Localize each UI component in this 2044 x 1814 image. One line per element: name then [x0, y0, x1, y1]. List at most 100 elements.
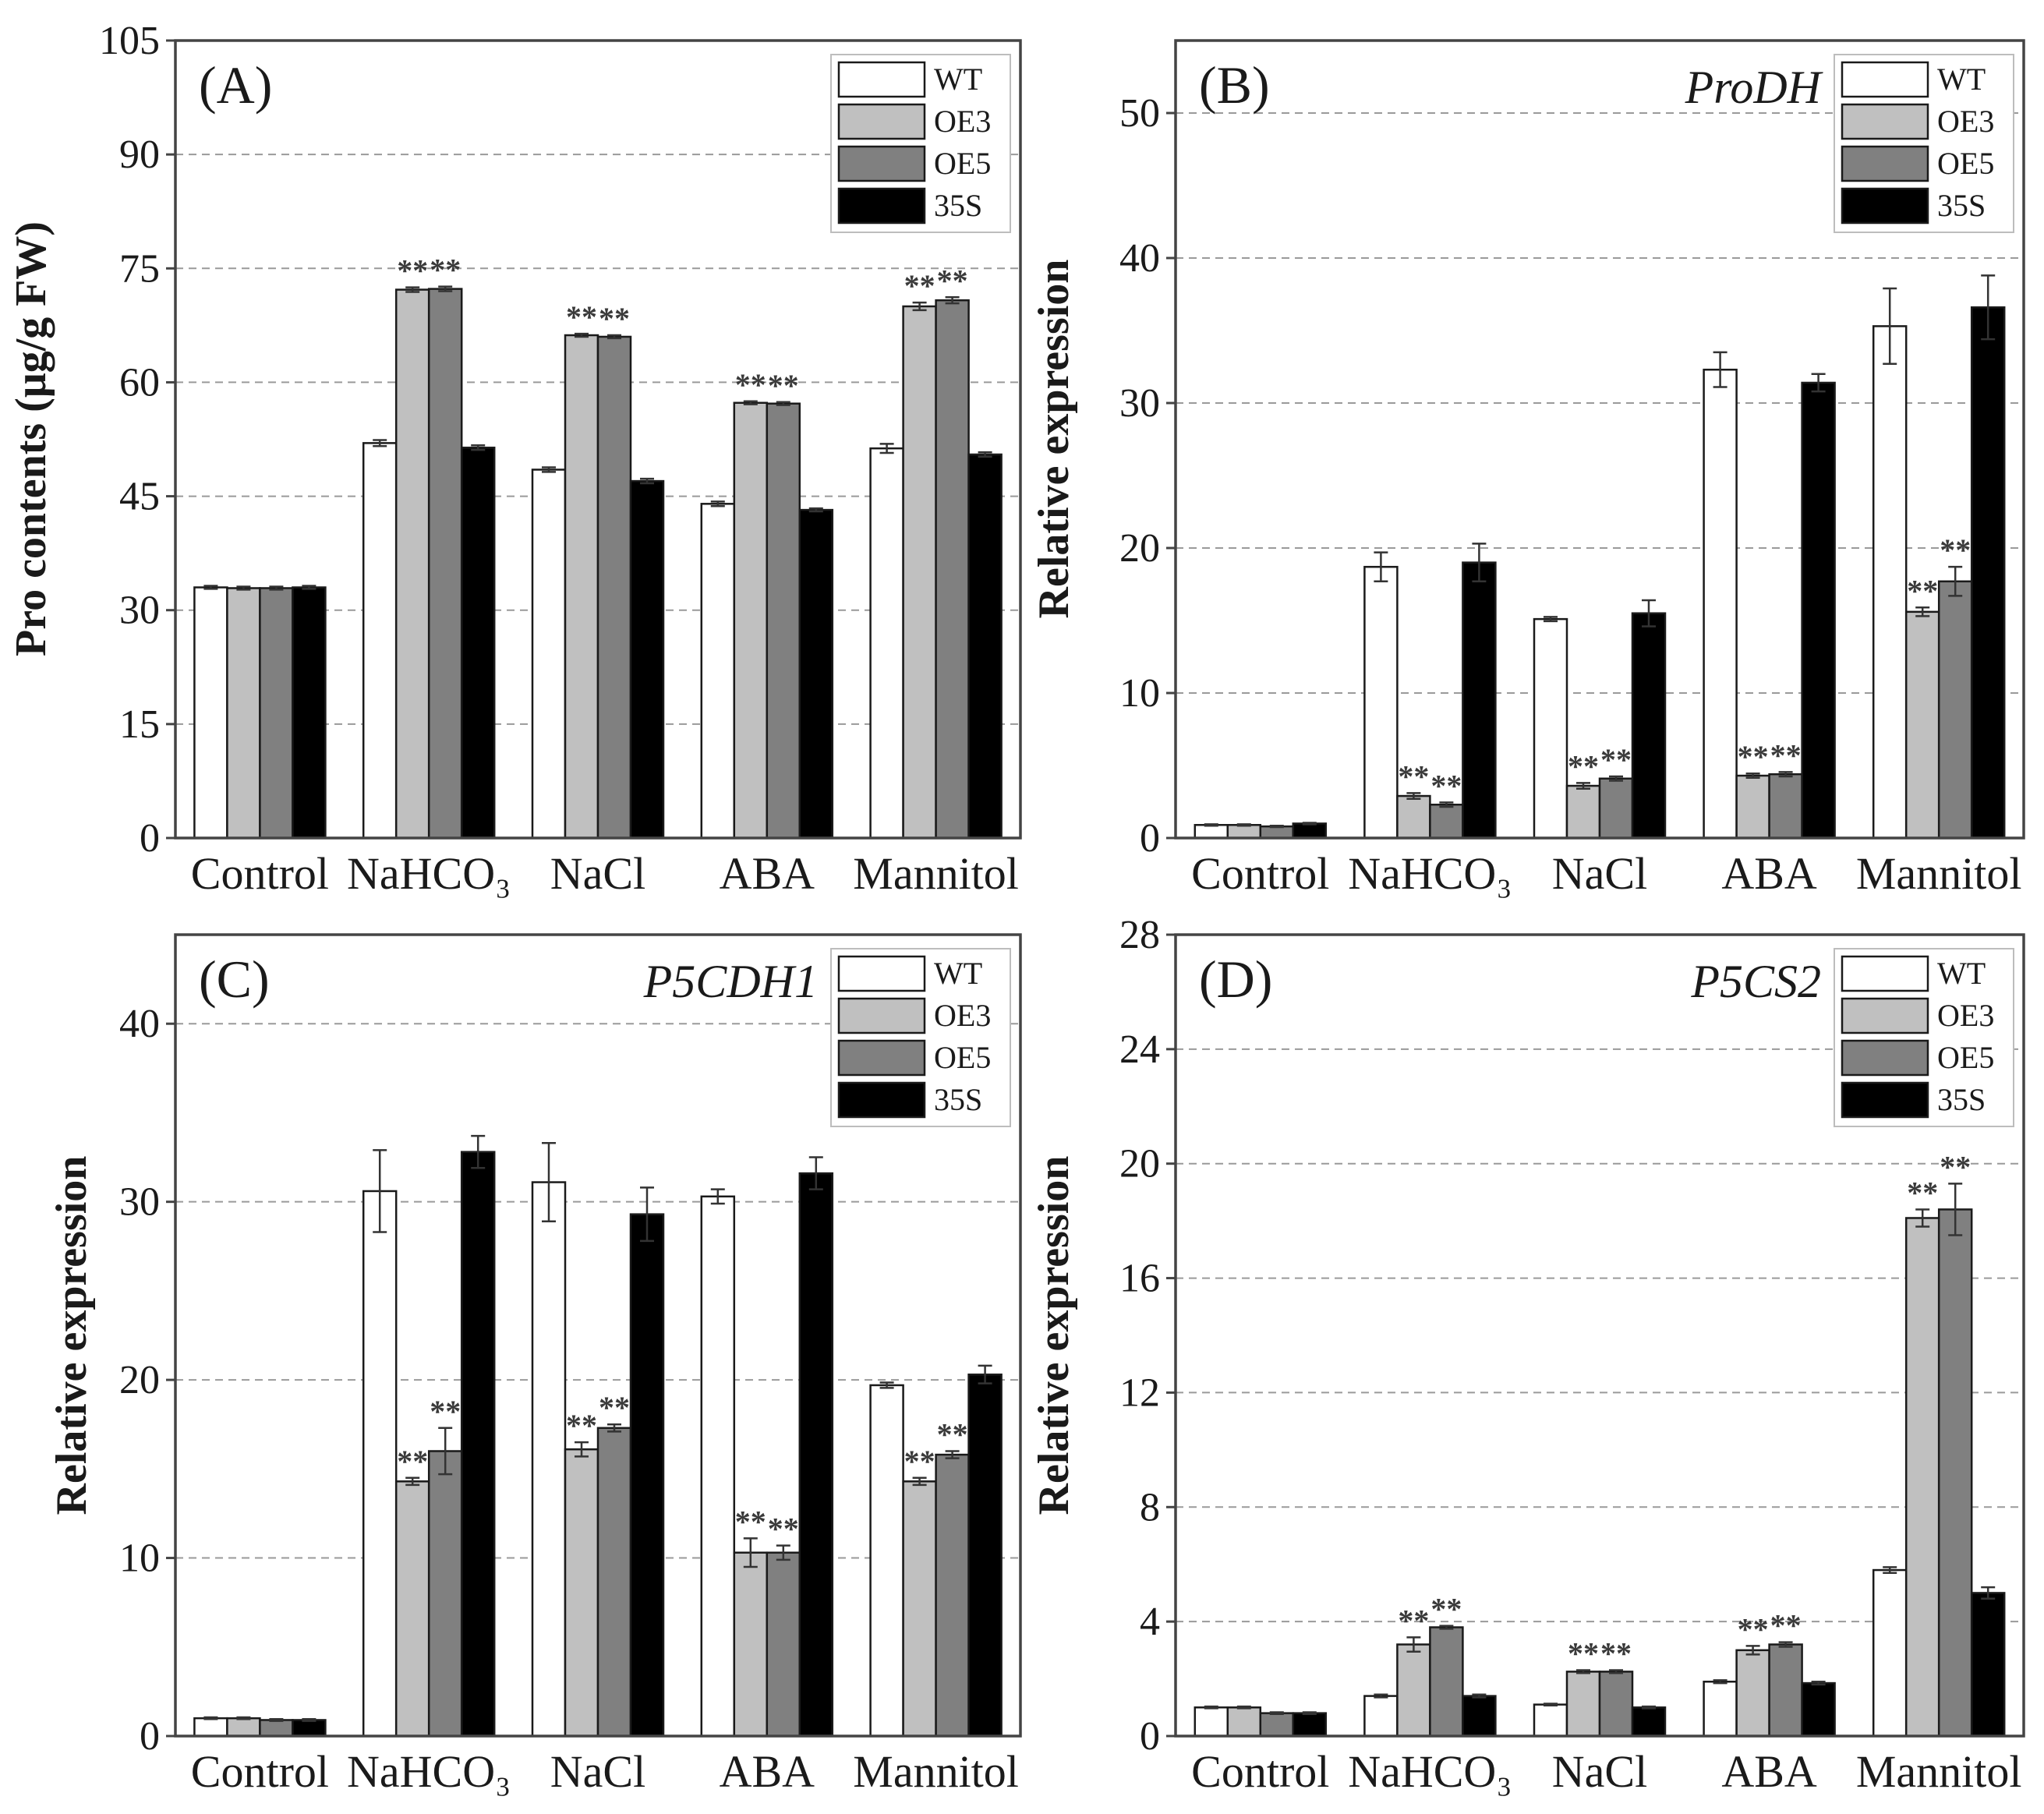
- error-bar-wt-mannitol: [1883, 1566, 1897, 1574]
- error-bar-wt-nacl: [542, 466, 556, 473]
- error-bar-oe3-control: [1236, 823, 1251, 827]
- significance-mark: **: [1738, 739, 1769, 774]
- error-bar-35s-control: [302, 1718, 317, 1722]
- bar-oe5-nahco3: [1429, 1626, 1464, 1738]
- legend-swatch-wt: [837, 61, 926, 98]
- bar-oe3-nahco3: [394, 1480, 430, 1738]
- bar-oe5-nacl: [596, 1427, 632, 1738]
- significance-mark: **: [735, 1504, 766, 1539]
- bar-group-nahco3: [362, 285, 496, 840]
- error-bar-oe5-control: [1269, 824, 1284, 829]
- error-bar-oe5-mannitol: [945, 1450, 960, 1459]
- bar-wt-mannitol: [869, 1384, 904, 1738]
- bar-oe5-mannitol: [935, 299, 970, 840]
- y-tick-label: 12: [1119, 1370, 1160, 1415]
- error-bar-oe5-nacl: [1609, 775, 1623, 782]
- error-bar-35s-control: [1302, 822, 1317, 826]
- x-category-label: NaCl: [1552, 848, 1647, 899]
- bar-wt-nacl: [531, 1181, 567, 1738]
- bar-35s-aba: [1801, 1681, 1836, 1738]
- legend-label-35s: 35S: [934, 1082, 982, 1117]
- x-category-label: NaHCO₃: [347, 1746, 511, 1797]
- error-bar-oe5-nahco3: [438, 285, 453, 292]
- error-bar-oe5-control: [269, 585, 284, 591]
- legend: WT OE3 OE5 35S: [1834, 54, 2014, 233]
- legend-label-oe3: OE3: [934, 998, 991, 1033]
- bar-group-control: [1194, 822, 1328, 840]
- bar-oe3-aba: [733, 1551, 769, 1738]
- y-tick-label: 28: [1119, 913, 1160, 957]
- y-tick-label: 40: [119, 1002, 160, 1046]
- bar-35s-aba: [1801, 381, 1836, 840]
- bar-35s-nahco3: [460, 446, 496, 840]
- bar-35s-nacl: [1631, 612, 1667, 840]
- error-bar-oe3-nacl: [575, 1441, 589, 1458]
- y-tick-label: 10: [119, 1536, 160, 1581]
- error-bar-35s-nacl: [1642, 1705, 1656, 1710]
- bar-wt-aba: [1703, 368, 1738, 840]
- legend-label-wt: WT: [1937, 62, 1986, 97]
- y-tick-label: 15: [119, 702, 160, 747]
- y-axis-label: Relative expression: [1030, 260, 1078, 619]
- legend-swatch-oe3: [837, 103, 926, 140]
- legend-swatch-wt: [1841, 955, 1929, 992]
- significance-mark: **: [1568, 1636, 1599, 1671]
- significance-mark: **: [566, 299, 597, 334]
- bar-oe3-control: [1226, 824, 1262, 840]
- legend-label-oe3: OE3: [934, 104, 991, 139]
- error-bar-oe5-nacl: [607, 1423, 621, 1433]
- significance-mark: **: [1568, 748, 1599, 783]
- bar-wt-nahco3: [362, 1190, 398, 1738]
- error-bar-wt-control: [1204, 823, 1218, 827]
- significance-mark: **: [768, 368, 799, 403]
- x-category-label: ABA: [720, 1746, 815, 1797]
- bar-oe5-aba: [1768, 773, 1803, 840]
- legend-label-wt: WT: [934, 62, 982, 97]
- significance-mark: **: [1738, 1611, 1769, 1646]
- bar-wt-nacl: [1533, 617, 1568, 840]
- bar-group-nahco3: [1363, 1625, 1497, 1738]
- x-category-label: Mannitol: [853, 848, 1019, 899]
- bar-oe3-nacl: [1565, 784, 1601, 840]
- error-bar-wt-aba: [710, 1188, 725, 1205]
- error-bar-35s-nahco3: [1472, 543, 1487, 583]
- error-bar-oe3-control: [1236, 1705, 1251, 1710]
- error-bar-oe3-nahco3: [1406, 1636, 1421, 1653]
- significance-mark: **: [1600, 742, 1632, 777]
- error-bar-35s-mannitol: [978, 1364, 992, 1384]
- bar-wt-aba: [700, 503, 736, 840]
- legend-swatch-wt: [1841, 61, 1929, 98]
- y-tick-label: 90: [119, 133, 160, 177]
- legend-label-wt: WT: [934, 956, 982, 991]
- error-bar-oe3-control: [236, 1716, 251, 1720]
- error-bar-oe5-nacl: [607, 334, 621, 340]
- x-category-label: Mannitol: [1856, 1746, 2022, 1797]
- gene-title: P5CDH1: [643, 956, 818, 1007]
- gene-title: ProDH: [1685, 62, 1824, 113]
- y-tick-label: 75: [119, 246, 160, 291]
- x-category-label: Control: [191, 848, 329, 899]
- bar-oe5-control: [1259, 1712, 1295, 1738]
- bar-35s-nacl: [629, 479, 665, 840]
- y-tick-label: 0: [1140, 1714, 1160, 1759]
- error-bar-oe3-nacl: [1576, 782, 1590, 790]
- error-bar-oe3-aba: [743, 1537, 758, 1568]
- bar-35s-nacl: [629, 1213, 665, 1738]
- error-bar-oe3-nacl: [1576, 1669, 1590, 1674]
- x-category-label: Mannitol: [1856, 848, 2022, 899]
- bar-35s-control: [1292, 822, 1328, 840]
- bar-oe5-nacl: [1598, 777, 1634, 840]
- error-bar-oe3-mannitol: [912, 1476, 927, 1487]
- bar-oe5-control: [259, 587, 294, 840]
- significance-mark: **: [1770, 737, 1802, 773]
- x-category-label: Control: [1191, 1746, 1329, 1797]
- error-bar-35s-mannitol: [1981, 274, 1996, 341]
- significance-mark: **: [1430, 768, 1462, 803]
- panel-label: (A): [199, 55, 272, 115]
- bar-group-aba: [700, 400, 834, 840]
- bar-35s-mannitol: [967, 453, 1003, 840]
- bar-oe3-aba: [1735, 1649, 1770, 1738]
- bar-wt-nacl: [1533, 1703, 1568, 1738]
- y-tick-label: 0: [1140, 816, 1160, 861]
